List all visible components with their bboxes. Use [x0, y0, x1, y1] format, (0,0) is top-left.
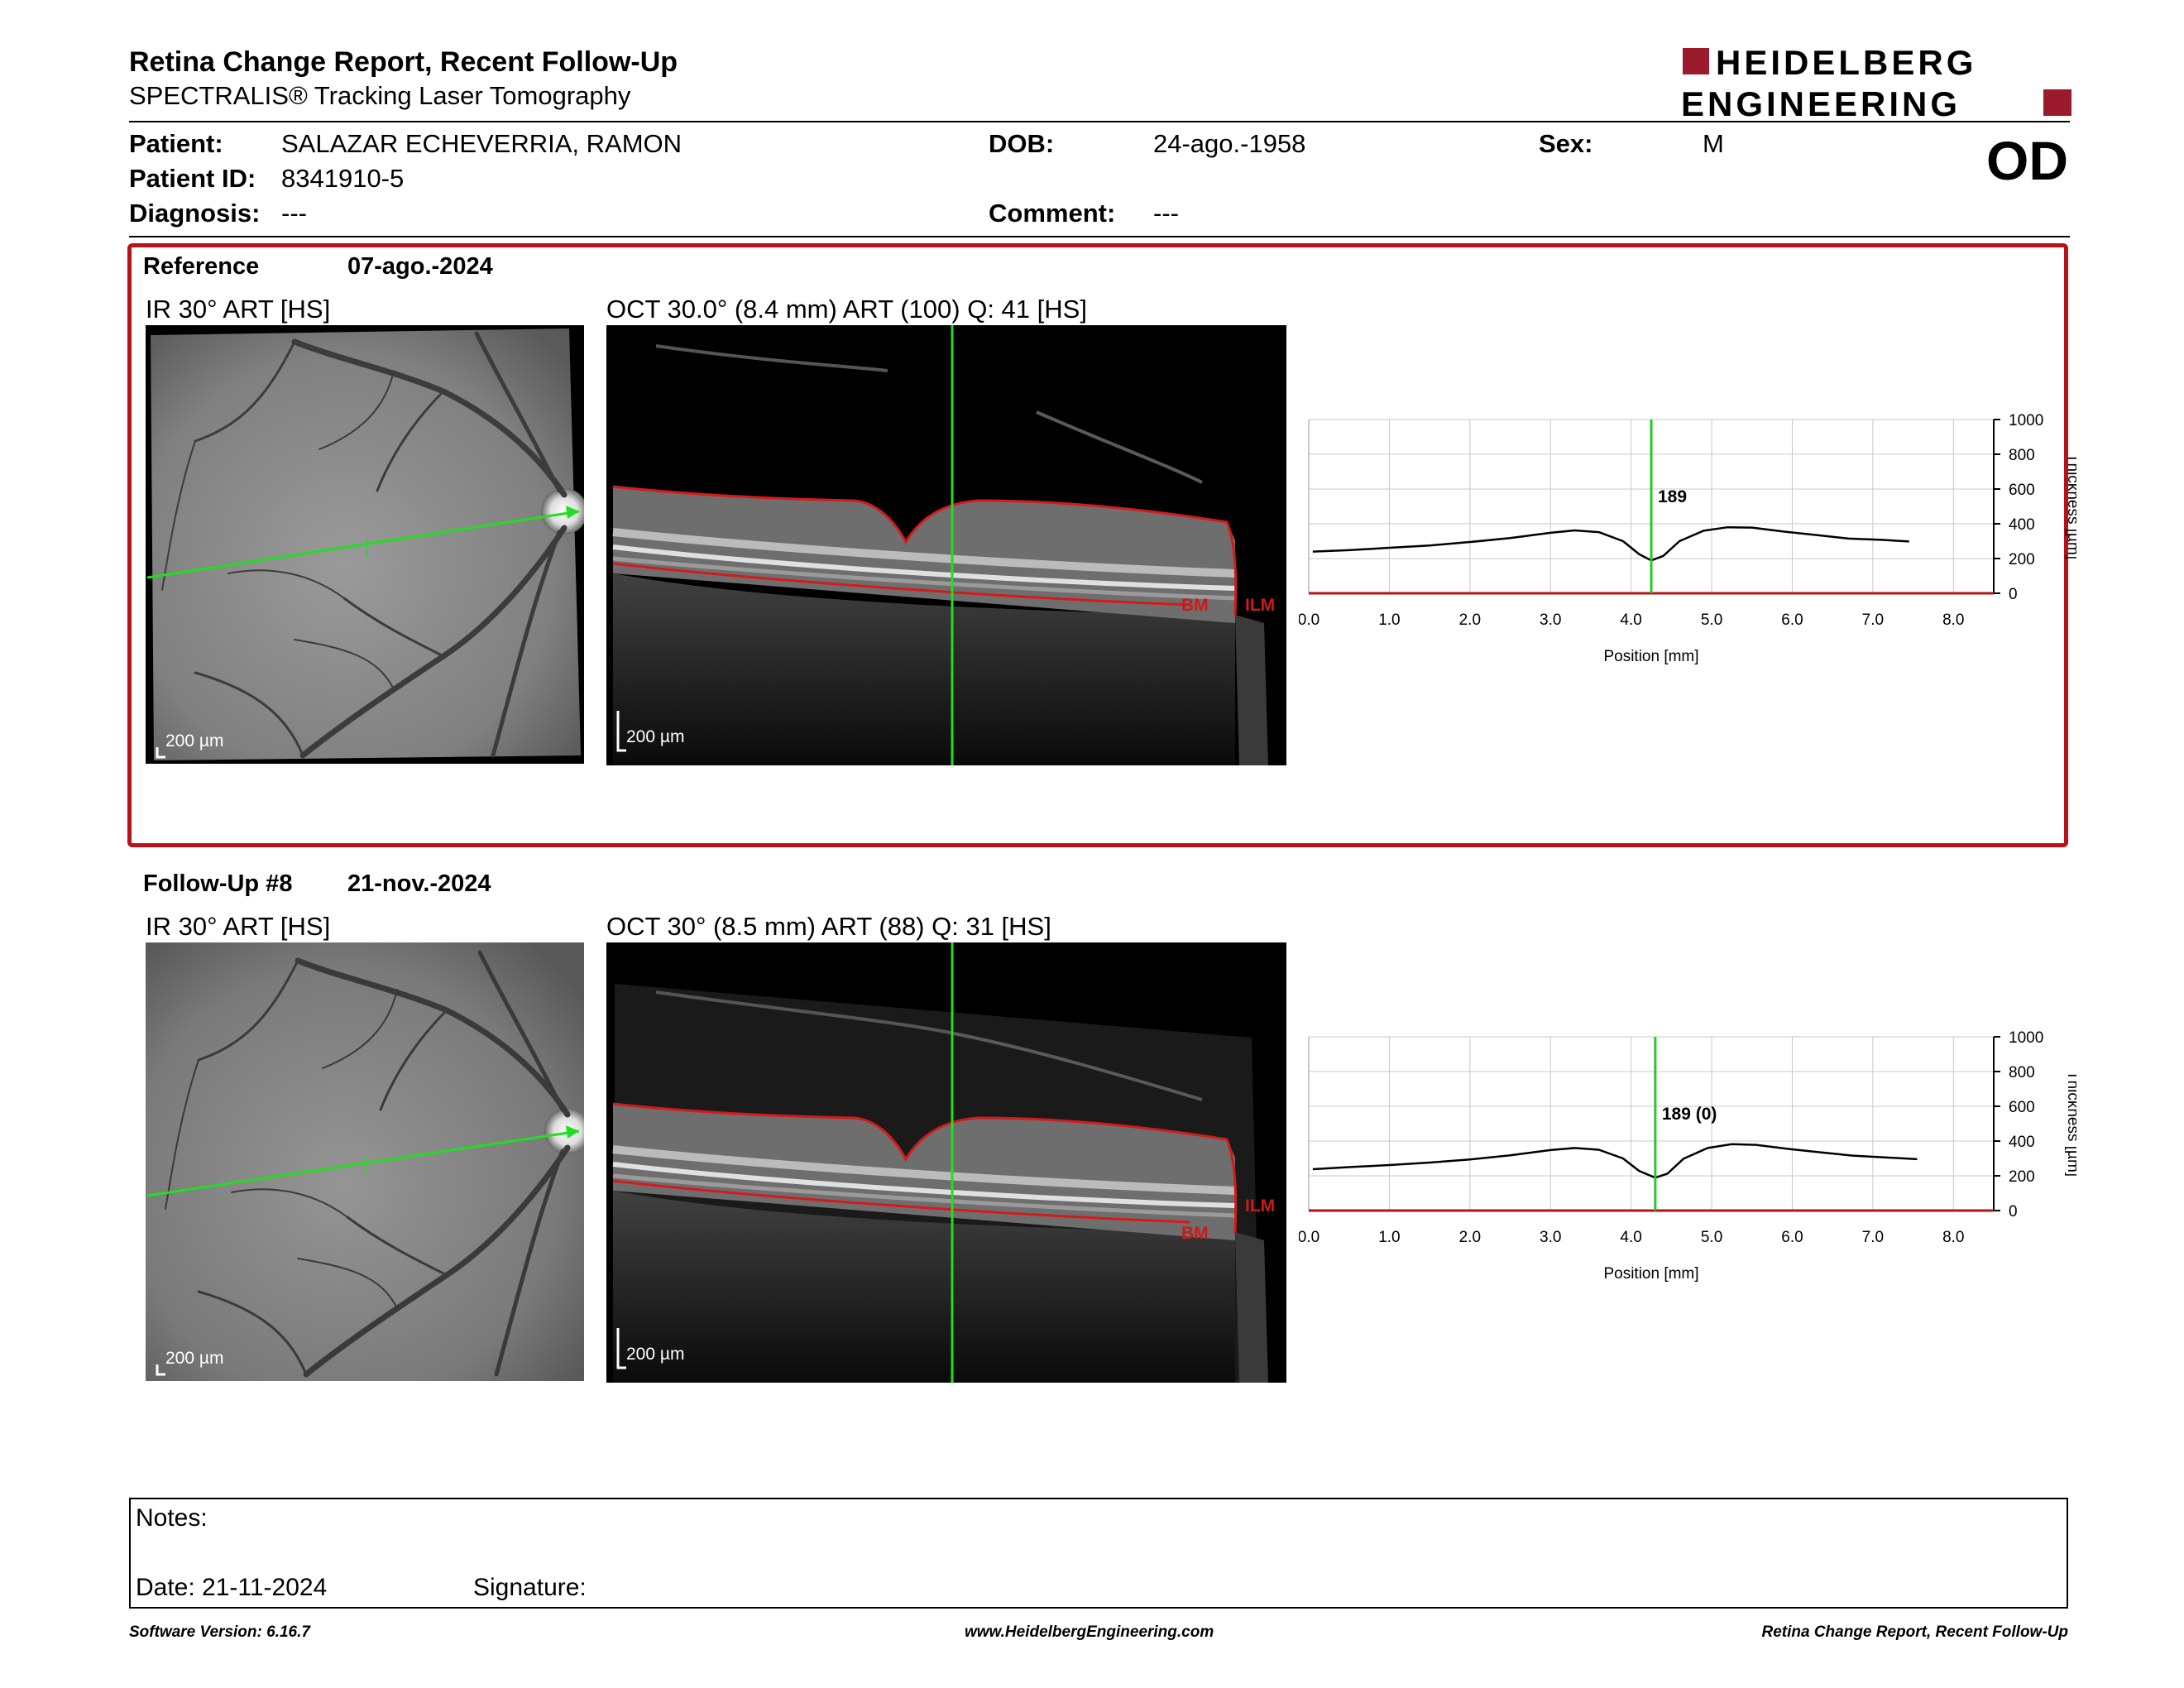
reference-oct-caption: OCT 30.0° (8.4 mm) ART (100) Q: 41 [HS] — [606, 295, 1087, 324]
y-axis-label: Thickness [µm] — [2064, 1071, 2076, 1177]
x-tick-label: 3.0 — [1540, 611, 1561, 629]
patient-id-value: 8341910-5 — [281, 164, 405, 193]
reference-bm-label: BM — [1181, 596, 1209, 615]
dob-label: DOB: — [989, 129, 1055, 158]
followup-date: 21-nov.-2024 — [347, 870, 491, 897]
dob-value: 24-ago.-1958 — [1153, 129, 1306, 158]
logo-graphic: HEIDELBERG ENGINEERING — [1681, 43, 2071, 123]
x-tick-label: 8.0 — [1942, 1229, 1964, 1246]
signature-label: Signature: — [473, 1574, 587, 1601]
x-tick-label: 4.0 — [1620, 1229, 1641, 1246]
x-tick-label: 2.0 — [1459, 611, 1481, 629]
y-tick-label: 600 — [2009, 1099, 2035, 1116]
notes-date: Date: 21-11-2024 — [136, 1574, 328, 1601]
thickness-chart-svg: 0.0 1.0 2.0 3.0 4.0 5.0 6.0 7.0 8.0 0 200 400 600 800… — [1299, 412, 2076, 665]
followup-ilm-label: ILM — [1245, 1196, 1275, 1216]
x-tick-label: 3.0 — [1540, 1229, 1561, 1246]
followup-oct-bscan-image[interactable]: BM ILM 200 µm — [606, 942, 1286, 1383]
reference-ilm-label: ILM — [1245, 596, 1275, 615]
reference-frame — [127, 243, 2068, 847]
followup-bm-label: BM — [1181, 1224, 1209, 1243]
x-axis-label: Position [mm] — [1603, 648, 1698, 665]
heidelberg-logo: HEIDELBERG ENGINEERING — [1681, 43, 2074, 123]
comment-value: --- — [1153, 199, 1179, 228]
x-tick-label: 1.0 — [1378, 611, 1400, 629]
thickness-chart-svg: 0.0 1.0 2.0 3.0 4.0 5.0 6.0 7.0 8.0 0 200 400 600 800… — [1299, 1029, 2076, 1283]
y-tick-label: 800 — [2009, 447, 2035, 464]
diagnosis-label: Diagnosis: — [129, 199, 261, 228]
x-tick-label: 5.0 — [1701, 611, 1722, 629]
x-tick-label: 6.0 — [1781, 611, 1803, 629]
y-tick-label: 400 — [2009, 516, 2035, 534]
thickness-series-line — [1312, 1143, 1918, 1179]
x-tick-label: 6.0 — [1781, 1229, 1803, 1246]
x-tick-label: 7.0 — [1862, 1229, 1884, 1246]
reference-date: 07-ago.-2024 — [347, 253, 493, 280]
diagnosis-value: --- — [281, 199, 307, 228]
report-title: Retina Change Report, Recent Follow-Up — [129, 46, 678, 78]
logo-text-line2: ENGINEERING — [1681, 84, 1961, 119]
reference-thickness-chart: 0.0 1.0 2.0 3.0 4.0 5.0 6.0 7.0 8.0 0 200 400 600 800… — [1299, 410, 2076, 674]
y-tick-label: 200 — [2009, 1168, 2035, 1186]
notes-label: Notes: — [136, 1504, 208, 1532]
y-tick-label: 600 — [2009, 482, 2035, 499]
x-tick-label: 7.0 — [1862, 611, 1884, 629]
y-tick-label: 200 — [2009, 551, 2035, 568]
reference-label: Reference — [143, 253, 260, 280]
x-tick-label: 5.0 — [1701, 1229, 1722, 1246]
followup-ir-caption: IR 30° ART [HS] — [146, 912, 331, 941]
x-tick-label: 4.0 — [1620, 611, 1641, 629]
followup-oct-caption: OCT 30° (8.5 mm) ART (88) Q: 31 [HS] — [606, 912, 1051, 941]
patient-label: Patient: — [129, 129, 223, 158]
header-divider — [129, 121, 2070, 122]
patient-id-label: Patient ID: — [129, 164, 256, 193]
followup-ir-scale-label: 200 µm — [165, 1349, 224, 1368]
x-tick-label: 0.0 — [1299, 1229, 1320, 1246]
y-axis-label: Thickness [µm] — [2064, 453, 2076, 559]
reference-ir-caption: IR 30° ART [HS] — [146, 295, 331, 324]
x-tick-label: 8.0 — [1942, 611, 1964, 629]
x-axis-label: Position [mm] — [1603, 1265, 1698, 1283]
report-subtitle: SPECTRALIS® Tracking Laser Tomography — [129, 81, 631, 110]
patient-name: SALAZAR ECHEVERRIA, RAMON — [281, 129, 682, 158]
y-tick-label: 400 — [2009, 1134, 2035, 1151]
logo-text-line1: HEIDELBERG — [1716, 45, 1976, 82]
patient-divider — [129, 236, 2070, 237]
x-tick-label: 0.0 — [1299, 611, 1320, 629]
footer-website-link[interactable]: www.HeidelbergEngineering.com — [965, 1623, 1214, 1641]
y-tick-label: 800 — [2009, 1064, 2035, 1081]
footer-report-name: Retina Change Report, Recent Follow-Up — [1761, 1623, 2068, 1641]
x-tick-label: 2.0 — [1459, 1229, 1481, 1246]
y-tick-label: 0 — [2009, 1203, 2018, 1220]
followup-oct-scale-label: 200 µm — [626, 1345, 685, 1364]
sex-label: Sex: — [1539, 129, 1593, 158]
x-tick-label: 1.0 — [1378, 1229, 1400, 1246]
y-tick-label: 1000 — [2009, 1029, 2043, 1047]
followup-ir-fundus-image[interactable]: 200 µm — [146, 942, 584, 1381]
marker-value-label: 189 (0) — [1662, 1105, 1717, 1124]
followup-thickness-chart: 0.0 1.0 2.0 3.0 4.0 5.0 6.0 7.0 8.0 0 200 400 600 800… — [1299, 1027, 2076, 1292]
comment-label: Comment: — [989, 199, 1116, 228]
marker-value-label: 189 — [1658, 487, 1687, 506]
followup-label: Follow-Up #8 — [143, 870, 293, 897]
reference-oct-bscan-image[interactable]: BM ILM 200 µm — [606, 325, 1286, 765]
y-tick-label: 1000 — [2009, 412, 2043, 429]
notes-box[interactable]: Notes: Date: 21-11-2024 Signature: — [129, 1498, 2068, 1609]
thickness-series-line — [1312, 525, 1909, 562]
eye-indicator: OD — [1986, 130, 2068, 191]
footer-software-version: Software Version: 6.16.7 — [129, 1623, 310, 1641]
reference-ir-fundus-image[interactable]: 200 µm — [146, 325, 584, 764]
logo-square-bottom — [2043, 89, 2071, 116]
y-tick-label: 0 — [2009, 586, 2018, 603]
logo-square-top — [1683, 48, 1709, 74]
reference-ir-scale-label: 200 µm — [165, 731, 224, 750]
reference-oct-scale-label: 200 µm — [626, 727, 685, 746]
sex-value: M — [1703, 129, 1724, 158]
